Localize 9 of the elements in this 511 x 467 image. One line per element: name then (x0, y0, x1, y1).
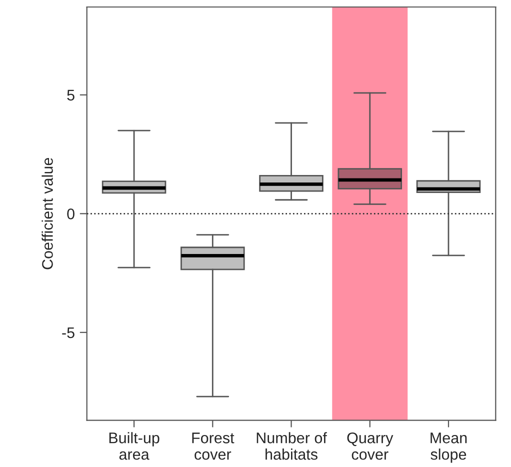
y-tick-label: 5 (67, 90, 74, 101)
y-axis-title: Coefficient value (42, 158, 53, 270)
x-tick-label: Mean slope (430, 432, 467, 463)
x-tick-label: Forest cover (192, 432, 234, 460)
x-tick-label: Quarry cover (347, 432, 394, 460)
x-tick-label: Built-up area (109, 432, 160, 460)
x-tick-label: Number of habitats (256, 432, 327, 460)
y-tick-label: -5 (62, 327, 74, 338)
y-tick-label: 0 (67, 208, 74, 220)
